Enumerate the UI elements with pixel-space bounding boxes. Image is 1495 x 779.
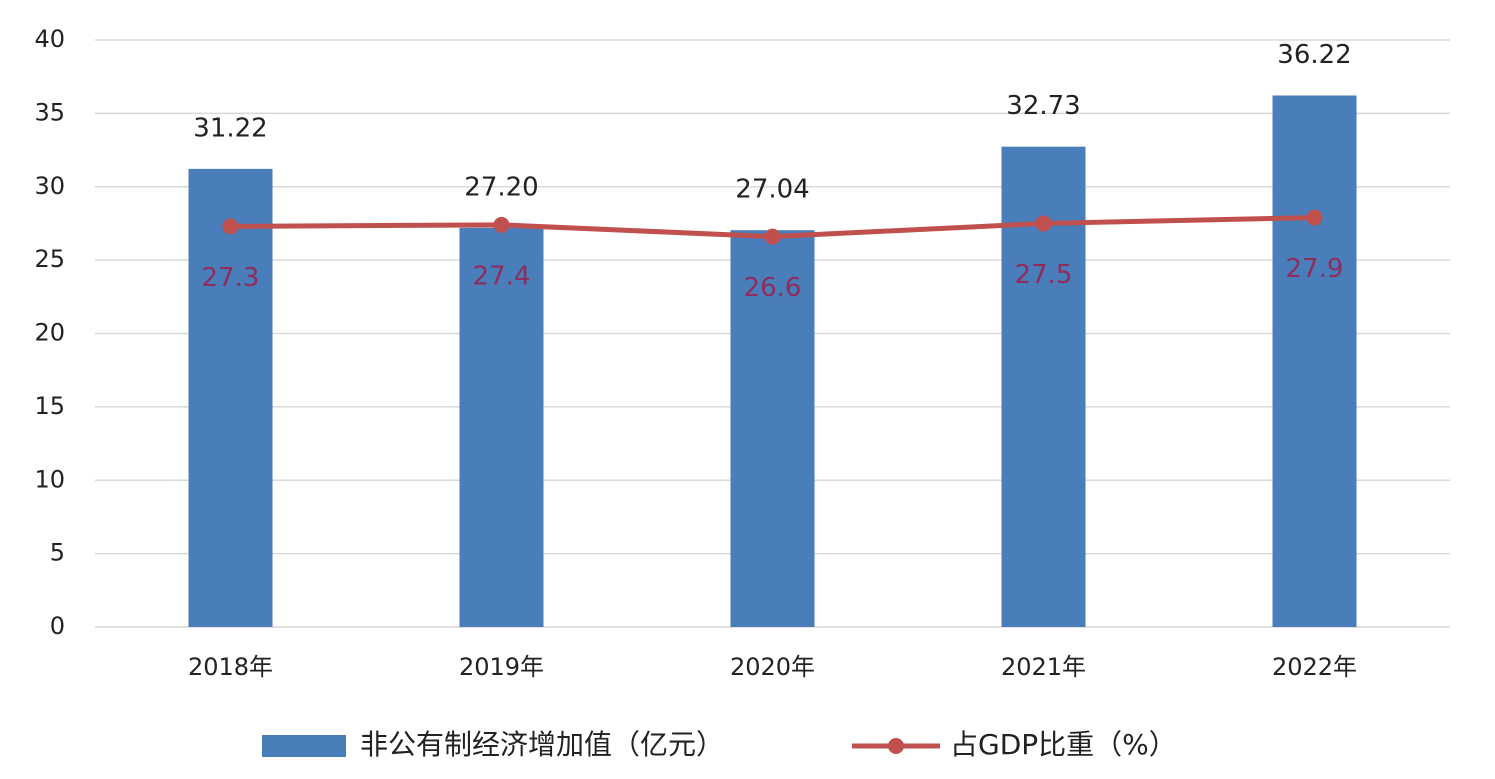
legend-marker — [888, 738, 904, 754]
y-tick-label: 20 — [34, 319, 65, 347]
line-marker — [1035, 215, 1052, 232]
line-value-label: 27.5 — [1015, 260, 1073, 290]
bar — [459, 227, 544, 627]
bar-value-label: 32.73 — [1006, 91, 1080, 121]
x-tick-label: 2021年 — [1001, 653, 1086, 681]
y-tick-label: 30 — [34, 172, 65, 200]
bar-value-label: 27.20 — [464, 172, 538, 202]
bar — [188, 168, 273, 627]
line-marker — [493, 216, 510, 233]
y-tick-label: 15 — [34, 392, 65, 420]
y-tick-label: 40 — [34, 25, 65, 53]
bar — [730, 230, 815, 628]
line-value-label: 27.4 — [473, 261, 531, 291]
line-marker — [1306, 209, 1323, 226]
x-tick-label: 2020年 — [730, 653, 815, 681]
y-tick-label: 10 — [34, 465, 65, 493]
x-tick-label: 2019年 — [459, 653, 544, 681]
line-marker — [222, 218, 239, 235]
line-marker — [764, 228, 781, 245]
legend-label: 占GDP比重（%） — [950, 728, 1177, 761]
x-tick-label: 2018年 — [188, 653, 273, 681]
y-tick-label: 5 — [50, 539, 65, 567]
y-tick-label: 25 — [34, 245, 65, 273]
bar-value-label: 27.04 — [735, 175, 809, 205]
bar-value-label: 31.22 — [193, 113, 267, 143]
y-tick-label: 0 — [50, 612, 65, 640]
bar — [1272, 95, 1357, 627]
line-value-label: 26.6 — [744, 273, 802, 303]
line-value-label: 27.3 — [202, 263, 260, 293]
line-value-label: 27.9 — [1286, 254, 1344, 284]
legend-swatch — [262, 735, 346, 757]
y-tick-label: 35 — [34, 98, 65, 126]
legend-label: 非公有制经济增加值（亿元） — [360, 728, 724, 761]
x-tick-label: 2022年 — [1272, 653, 1357, 681]
bar-value-label: 36.22 — [1277, 40, 1351, 70]
